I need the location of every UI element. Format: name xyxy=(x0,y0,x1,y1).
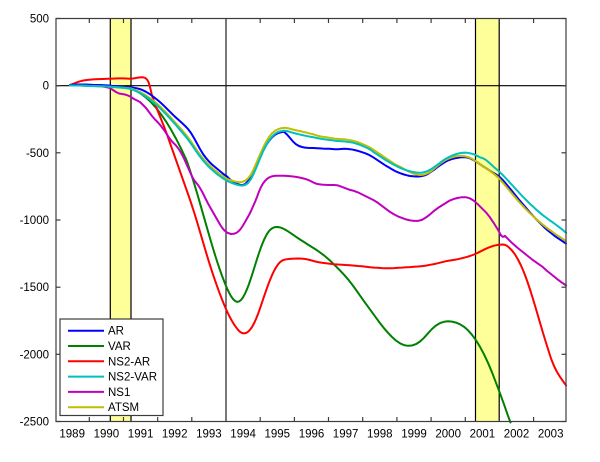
svg-text:VAR: VAR xyxy=(108,341,131,353)
svg-text:1991: 1991 xyxy=(128,429,154,441)
svg-text:-2000: -2000 xyxy=(20,349,49,361)
svg-text:-1000: -1000 xyxy=(20,215,49,227)
svg-text:1994: 1994 xyxy=(230,429,256,441)
svg-text:-1500: -1500 xyxy=(20,282,49,294)
svg-text:NS1: NS1 xyxy=(108,387,130,399)
svg-text:1990: 1990 xyxy=(94,429,120,441)
svg-text:1996: 1996 xyxy=(299,429,325,441)
svg-text:-2500: -2500 xyxy=(20,417,49,429)
svg-text:2003: 2003 xyxy=(538,429,564,441)
svg-text:AR: AR xyxy=(108,326,124,338)
svg-text:-500: -500 xyxy=(26,148,49,160)
svg-text:2001: 2001 xyxy=(470,429,496,441)
svg-text:ATSM: ATSM xyxy=(108,402,139,414)
svg-text:1993: 1993 xyxy=(196,429,222,441)
svg-text:1997: 1997 xyxy=(333,429,359,441)
svg-text:0: 0 xyxy=(43,81,49,93)
svg-text:1989: 1989 xyxy=(59,429,85,441)
svg-text:2000: 2000 xyxy=(435,429,461,441)
svg-text:1995: 1995 xyxy=(265,429,291,441)
svg-text:NS2-AR: NS2-AR xyxy=(108,356,150,368)
svg-text:NS2-VAR: NS2-VAR xyxy=(108,372,157,384)
svg-text:1999: 1999 xyxy=(401,429,427,441)
svg-text:2002: 2002 xyxy=(504,429,530,441)
svg-text:1998: 1998 xyxy=(367,429,393,441)
svg-text:1992: 1992 xyxy=(162,429,188,441)
svg-text:500: 500 xyxy=(30,14,49,26)
